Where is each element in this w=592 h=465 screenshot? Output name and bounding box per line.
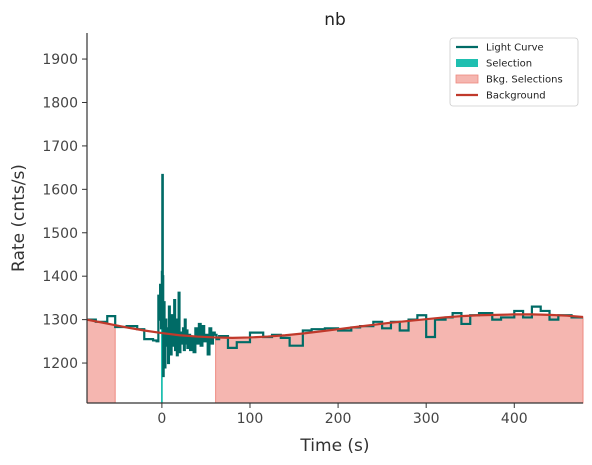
- y-tick-label: 1600: [42, 182, 78, 198]
- x-tick-label: 100: [237, 411, 264, 427]
- y-tick-label: 1900: [42, 52, 78, 68]
- x-tick-label: 300: [413, 411, 440, 427]
- legend-frame: [449, 37, 579, 107]
- chart-title: nb: [324, 10, 346, 30]
- legend-patch-swatch: [456, 59, 478, 67]
- y-tick-label: 1300: [42, 313, 78, 329]
- legend-patch-swatch: [455, 74, 479, 84]
- legend-entry-label: Light Curve: [486, 43, 544, 54]
- legend-entry-label: Selection: [486, 59, 532, 70]
- light-curve-line: [87, 173, 583, 378]
- legend-entry-label: Background: [486, 91, 546, 102]
- y-tick-label: 1700: [42, 139, 78, 155]
- light-curve-layer: [87, 173, 583, 378]
- background-layer: [86, 313, 584, 339]
- y-tick-label: 1800: [42, 95, 78, 111]
- selection-region: [161, 306, 163, 403]
- legend-entry-label: Bkg. Selections: [486, 75, 563, 86]
- axes: 0 100 200 300 400 1200 1300 1400 1500 1600 1700 180…: [42, 33, 583, 427]
- bkg-selection-region-0: [86, 319, 116, 404]
- background-line: [86, 313, 584, 339]
- selection-layer: [161, 306, 163, 403]
- x-axis-label: Time (s): [299, 436, 369, 456]
- y-tick-label: 1400: [42, 269, 78, 285]
- y-tick-label: 1500: [42, 226, 78, 242]
- x-tick-label: 0: [157, 411, 166, 427]
- y-tick-label: 1200: [42, 356, 78, 372]
- legend: Light Curve Selection Bkg. Selections Backg…: [449, 37, 579, 107]
- y-axis-label: Rate (cnts/s): [9, 164, 29, 272]
- x-tick-label: 400: [501, 411, 528, 427]
- x-tick-label: 200: [325, 411, 352, 427]
